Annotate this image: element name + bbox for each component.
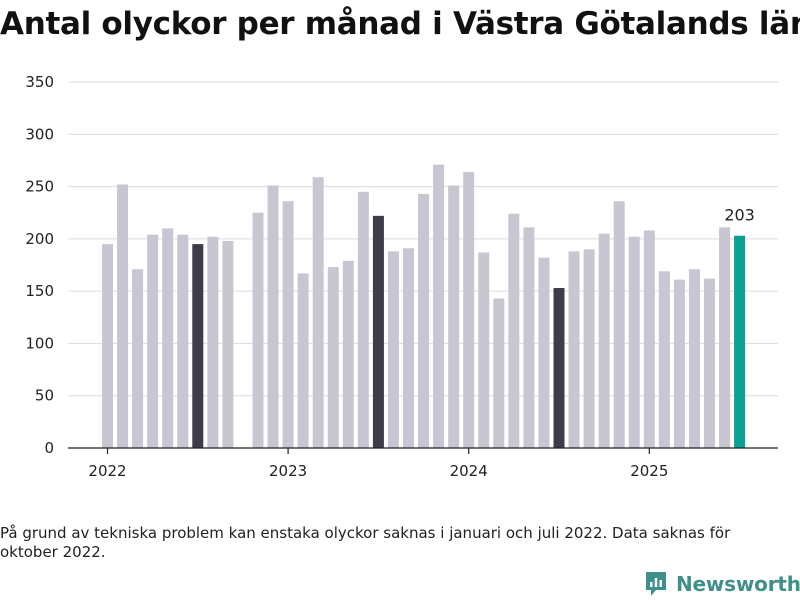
bar-2022-11: [252, 212, 264, 448]
bar-2022-06: [177, 234, 189, 448]
x-tick-label: 2023: [269, 462, 307, 480]
bar-2022-04: [147, 234, 159, 448]
y-tick-label: 100: [25, 334, 54, 352]
bar-2025-04: [688, 269, 700, 448]
y-tick-label: 0: [44, 439, 54, 457]
bar-2025-06: [719, 227, 731, 448]
bar-2024-11: [613, 201, 625, 448]
bar-2023-04: [327, 267, 339, 448]
bar-2022-03: [132, 269, 144, 448]
bar-2024-08: [568, 251, 580, 448]
data-label: 203: [724, 206, 755, 225]
bar-2025-01: [643, 230, 655, 448]
bar-2023-08: [387, 251, 399, 448]
bar-2022-05: [162, 228, 174, 448]
chart-title: Antal olyckor per månad i Västra Götalan…: [0, 6, 800, 42]
y-tick-label: 250: [25, 178, 54, 196]
bar-2024-09: [583, 249, 595, 448]
bar-2024-06: [538, 257, 550, 448]
bar-2023-05: [342, 260, 354, 448]
bar-2025-05: [704, 278, 715, 448]
bar-2022-02: [117, 184, 129, 449]
bars: [102, 164, 746, 449]
bar-2023-07: [372, 215, 384, 448]
bar-2022-09: [222, 240, 234, 448]
footnote: På grund av tekniska problem kan enstaka…: [0, 524, 731, 561]
bar-2025-02: [658, 271, 670, 448]
bar-2022-07: [192, 244, 204, 448]
bar-2024-07: [553, 288, 565, 448]
y-axis-tick-labels: 0 50 100 150 200 250 300 350: [25, 73, 54, 457]
x-axis-ticks: 2022 2023 2024 2025: [88, 448, 668, 480]
y-tick-label: 200: [25, 230, 54, 248]
bar-2025-03: [673, 279, 685, 448]
bar-2023-03: [312, 177, 324, 448]
bar-2024-03: [493, 298, 505, 448]
y-tick-label: 300: [25, 125, 54, 143]
bar-2023-01: [282, 201, 294, 448]
bar-2023-12: [448, 185, 460, 449]
x-tick-label: 2025: [630, 462, 668, 480]
bar-2022-12: [267, 185, 279, 449]
bar-2023-09: [403, 248, 414, 448]
bar-2024-04: [508, 213, 520, 448]
y-tick-label: 50: [35, 387, 54, 405]
bar-2023-02: [297, 273, 309, 448]
bar-2023-06: [357, 191, 369, 449]
brand-name: Newsworthy: [676, 572, 800, 596]
bar-2023-10: [418, 193, 430, 448]
brand-logo[interactable]: Newsworthy: [644, 569, 800, 599]
x-tick-label: 2024: [450, 462, 488, 480]
bar-2022-01: [102, 244, 113, 448]
data-labels: 203: [724, 206, 755, 225]
bar-2024-12: [628, 236, 640, 448]
newsworthy-logo-icon: [646, 572, 666, 596]
bar-2024-01: [463, 171, 475, 448]
bar-2022-08: [207, 236, 219, 448]
y-tick-label: 150: [25, 282, 54, 300]
bar-2025-07: [734, 235, 746, 448]
bar-2024-05: [523, 227, 535, 448]
bar-2024-02: [478, 252, 490, 448]
bar-2024-10: [598, 233, 610, 448]
bar-2023-11: [433, 164, 445, 448]
y-tick-label: 350: [25, 73, 54, 91]
x-tick-label: 2022: [88, 462, 126, 480]
